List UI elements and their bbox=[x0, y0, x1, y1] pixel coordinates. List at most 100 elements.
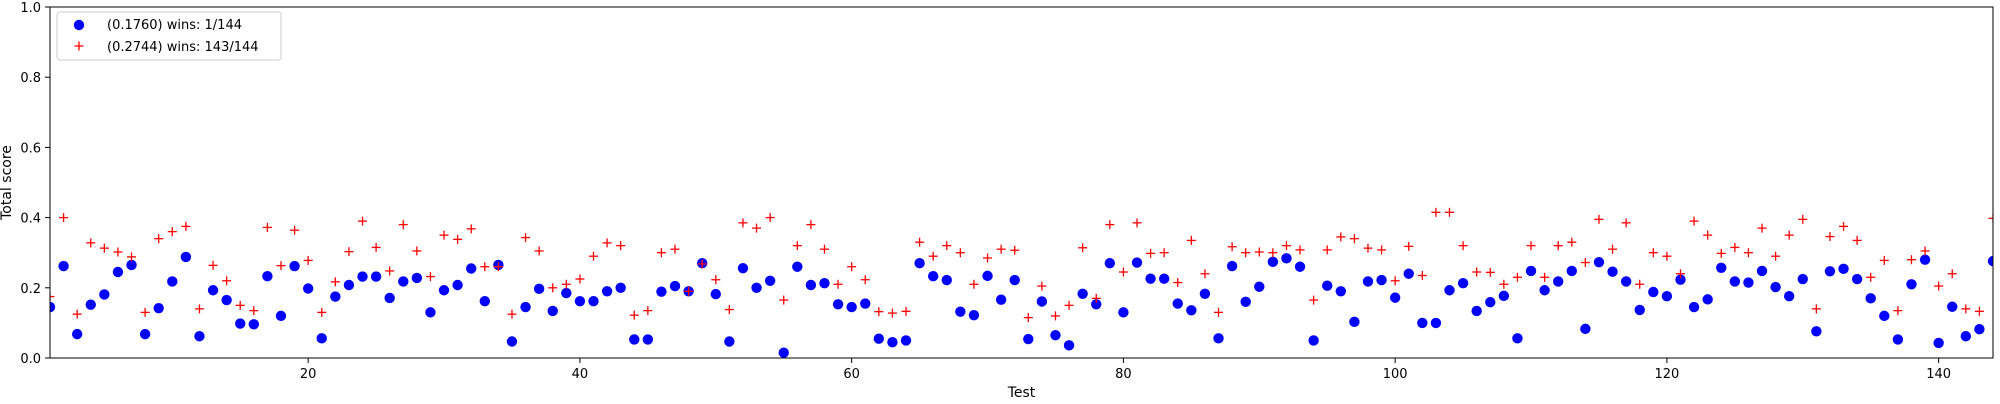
data-point-blue-circle bbox=[71, 328, 83, 340]
data-point-blue-circle bbox=[1199, 288, 1211, 299]
data-point-blue-circle bbox=[275, 310, 287, 322]
data-point-blue-circle bbox=[846, 301, 857, 313]
data-point-blue-circle bbox=[139, 328, 151, 340]
data-point-blue-circle bbox=[438, 285, 450, 296]
data-point-blue-circle bbox=[1063, 340, 1075, 351]
data-point-red-plus bbox=[167, 227, 177, 237]
data-point-red-plus bbox=[697, 259, 707, 269]
data-point-red-plus bbox=[1553, 241, 1563, 251]
data-point-red-plus bbox=[1662, 251, 1672, 261]
data-point-blue-circle bbox=[1226, 260, 1238, 272]
data-point-red-plus bbox=[1458, 241, 1468, 251]
data-point-red-plus bbox=[561, 279, 571, 289]
data-point-blue-circle bbox=[1485, 296, 1496, 308]
data-point-blue-circle bbox=[1566, 265, 1577, 277]
data-point-red-plus bbox=[1200, 269, 1210, 279]
legend-plus bbox=[74, 41, 84, 51]
data-point-blue-circle bbox=[1023, 333, 1034, 345]
data-point-red-plus bbox=[779, 295, 789, 305]
data-point-blue-circle bbox=[1688, 301, 1700, 313]
data-point-red-plus bbox=[629, 310, 639, 320]
x-tick-label: 40 bbox=[572, 367, 589, 382]
data-point-blue-circle bbox=[194, 331, 205, 342]
data-point-blue-circle bbox=[656, 286, 667, 297]
data-point-blue-circle bbox=[1158, 273, 1170, 284]
data-point-red-plus bbox=[738, 218, 748, 228]
data-point-red-plus bbox=[290, 225, 300, 235]
data-point-red-plus bbox=[1621, 218, 1631, 228]
data-point-blue-circle bbox=[1417, 317, 1428, 329]
data-point-blue-circle bbox=[629, 334, 640, 345]
data-point-red-plus bbox=[127, 252, 137, 262]
data-point-blue-circle bbox=[1525, 265, 1537, 277]
data-point-red-plus bbox=[154, 234, 164, 244]
data-point-red-plus bbox=[1648, 248, 1658, 258]
data-point-blue-circle bbox=[1145, 273, 1156, 284]
data-point-blue-circle bbox=[1009, 274, 1020, 286]
data-point-blue-circle bbox=[452, 279, 463, 291]
data-point-blue-circle bbox=[1349, 316, 1360, 328]
data-point-red-plus bbox=[833, 279, 843, 289]
data-point-blue-circle bbox=[1947, 301, 1958, 312]
data-point-red-plus bbox=[385, 266, 395, 276]
data-point-red-plus bbox=[1974, 306, 1984, 316]
data-point-red-plus bbox=[1363, 243, 1373, 253]
data-point-blue-circle bbox=[1648, 286, 1659, 298]
data-point-red-plus bbox=[1336, 232, 1346, 242]
data-point-red-plus bbox=[398, 220, 408, 230]
data-point-red-plus bbox=[1472, 267, 1482, 277]
data-point-red-plus bbox=[1798, 214, 1808, 224]
data-point-blue-circle bbox=[1172, 298, 1183, 309]
data-point-red-plus bbox=[1825, 232, 1835, 242]
data-point-blue-circle bbox=[1553, 276, 1564, 287]
data-point-blue-circle bbox=[1335, 286, 1347, 297]
data-point-red-plus bbox=[1390, 276, 1400, 286]
data-point-blue-circle bbox=[302, 283, 314, 294]
data-point-blue-circle bbox=[1267, 256, 1279, 268]
data-point-red-plus bbox=[1757, 223, 1767, 233]
data-point-red-plus bbox=[344, 247, 354, 257]
data-point-red-plus bbox=[765, 213, 775, 223]
legend-marker-circle bbox=[73, 19, 85, 31]
data-point-blue-circle bbox=[126, 259, 137, 271]
data-point-red-plus bbox=[1377, 245, 1387, 255]
data-point-red-plus bbox=[1961, 304, 1971, 314]
data-point-blue-circle bbox=[955, 306, 966, 317]
data-point-red-plus bbox=[1404, 241, 1414, 251]
data-point-red-plus bbox=[1906, 255, 1916, 265]
data-point-red-plus bbox=[724, 305, 734, 315]
data-point-blue-circle bbox=[1077, 288, 1088, 299]
data-point-red-plus bbox=[208, 260, 218, 270]
data-point-red-plus bbox=[616, 241, 626, 251]
data-point-red-plus bbox=[1118, 267, 1128, 277]
data-point-blue-circle bbox=[479, 295, 490, 307]
data-point-blue-circle bbox=[520, 301, 531, 313]
data-point-red-plus bbox=[1445, 207, 1455, 217]
data-point-red-plus bbox=[507, 309, 517, 319]
data-point-red-plus bbox=[1485, 267, 1495, 277]
data-point-red-plus bbox=[1173, 278, 1183, 288]
data-point-red-plus bbox=[928, 251, 938, 261]
data-point-blue-circle bbox=[561, 287, 572, 299]
data-point-red-plus bbox=[1988, 213, 1993, 223]
data-point-blue-circle bbox=[819, 278, 830, 289]
data-point-blue-circle bbox=[1186, 305, 1197, 316]
y-tick-label: 1.0 bbox=[20, 1, 41, 16]
data-point-blue-circle bbox=[1838, 263, 1849, 275]
data-point-blue-circle bbox=[262, 271, 273, 282]
y-tick-label: 0.4 bbox=[20, 212, 41, 227]
data-point-blue-circle bbox=[1960, 331, 1972, 342]
data-point-red-plus bbox=[1295, 245, 1305, 255]
data-point-red-plus bbox=[303, 255, 313, 265]
data-point-red-plus bbox=[1635, 279, 1645, 289]
data-point-blue-circle bbox=[1240, 296, 1251, 308]
data-point-blue-circle bbox=[1756, 265, 1768, 277]
y-tick-label: 0.6 bbox=[20, 141, 41, 156]
data-point-blue-circle bbox=[1879, 310, 1890, 322]
data-point-red-plus bbox=[1105, 220, 1115, 230]
data-point-blue-circle bbox=[1716, 262, 1727, 273]
data-point-blue-circle bbox=[533, 283, 545, 295]
data-point-blue-circle bbox=[615, 282, 626, 293]
data-point-blue-circle bbox=[1389, 292, 1401, 303]
data-point-red-plus bbox=[276, 261, 286, 271]
